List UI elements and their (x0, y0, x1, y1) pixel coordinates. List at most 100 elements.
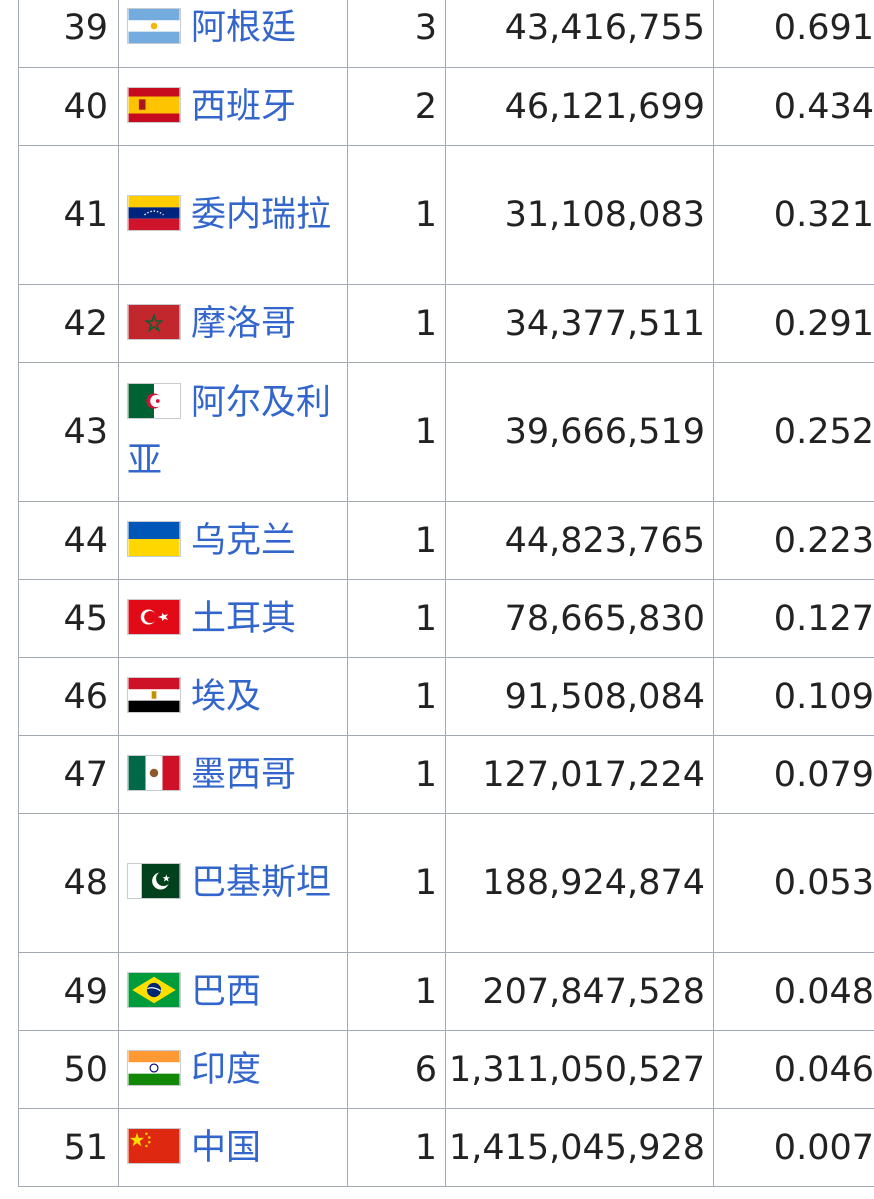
morocco-flag-icon (127, 303, 181, 340)
country-link[interactable]: 委内瑞拉 (191, 195, 332, 235)
country-link[interactable]: 巴西 (191, 971, 262, 1012)
country-cell: 阿尔及利亚 (118, 362, 348, 502)
ratio-cell: 0.223 (713, 501, 874, 580)
spain-flag-icon (127, 86, 181, 123)
rank-cell: 40 (18, 67, 119, 146)
count-cell: 3 (347, 0, 446, 68)
country-cell: 墨西哥 (118, 735, 348, 814)
country-cell: 西班牙 (118, 67, 348, 146)
table-row: 47 墨西哥 1 127,017,224 0.079 (18, 735, 874, 814)
rank-cell: 49 (18, 952, 119, 1031)
country-link[interactable]: 墨西哥 (191, 754, 297, 795)
country-cell: 乌克兰 (118, 501, 348, 580)
rank-cell: 44 (18, 501, 119, 580)
ratio-cell: 0.079 (713, 735, 874, 814)
algeria-flag-icon (127, 383, 181, 419)
country-link[interactable]: 中国 (191, 1127, 262, 1168)
china-flag-icon (127, 1127, 181, 1164)
count-cell: 1 (347, 145, 446, 285)
rank-cell: 41 (18, 145, 119, 285)
india-flag-icon (127, 1049, 181, 1086)
rank-cell: 45 (18, 579, 119, 658)
country-link[interactable]: 乌克兰 (191, 520, 297, 561)
argentina-flag-icon (127, 8, 181, 44)
rank-cell: 46 (18, 657, 119, 736)
rank-cell: 48 (18, 813, 119, 953)
country-cell: 埃及 (118, 657, 348, 736)
egypt-flag-icon (127, 676, 181, 713)
table-row: 42 摩洛哥 1 34,377,511 0.291 (18, 284, 874, 363)
population-cell: 1,415,045,928 (445, 1108, 714, 1187)
population-cell: 39,666,519 (445, 362, 714, 502)
rank-cell: 51 (18, 1108, 119, 1187)
venezuela-flag-icon (127, 195, 181, 231)
ukraine-flag-icon (127, 520, 181, 557)
country-cell: 印度 (118, 1030, 348, 1109)
rank-cell: 50 (18, 1030, 119, 1109)
count-cell: 1 (347, 284, 446, 363)
population-cell: 188,924,874 (445, 813, 714, 953)
table-row: 39 阿根廷 3 43,416,755 0.691 (18, 0, 874, 68)
country-cell: 巴基斯坦 (118, 813, 348, 953)
count-cell: 2 (347, 67, 446, 146)
population-cell: 1,311,050,527 (445, 1030, 714, 1109)
table-row: 48 巴基斯坦 1 188,924,874 0.053 (18, 813, 874, 953)
ratio-cell: 0.291 (713, 284, 874, 363)
country-cell: 巴西 (118, 952, 348, 1031)
count-cell: 1 (347, 579, 446, 658)
turkey-flag-icon (127, 598, 181, 635)
country-link[interactable]: 印度 (191, 1049, 262, 1090)
ratio-cell: 0.048 (713, 952, 874, 1031)
population-cell: 207,847,528 (445, 952, 714, 1031)
count-cell: 1 (347, 501, 446, 580)
population-cell: 46,121,699 (445, 67, 714, 146)
ratio-cell: 0.321 (713, 145, 874, 285)
country-cell: 土耳其 (118, 579, 348, 658)
count-cell: 1 (347, 657, 446, 736)
count-cell: 1 (347, 735, 446, 814)
ratio-cell: 0.109 (713, 657, 874, 736)
rank-cell: 39 (18, 0, 119, 68)
population-cell: 91,508,084 (445, 657, 714, 736)
table-row: 40 西班牙 2 46,121,699 0.434 (18, 67, 874, 146)
country-link[interactable]: 土耳其 (191, 598, 297, 639)
table-row: 43 阿尔及利亚 1 39,666,519 0.252 (18, 362, 874, 502)
ratio-cell: 0.127 (713, 579, 874, 658)
country-cell: 中国 (118, 1108, 348, 1187)
ratio-cell: 0.434 (713, 67, 874, 146)
country-link[interactable]: 西班牙 (191, 86, 297, 127)
country-link[interactable]: 巴基斯坦 (191, 863, 332, 903)
population-cell: 78,665,830 (445, 579, 714, 658)
rank-cell: 42 (18, 284, 119, 363)
table-row: 46 埃及 1 91,508,084 0.109 (18, 657, 874, 736)
pakistan-flag-icon (127, 863, 181, 899)
population-cell: 44,823,765 (445, 501, 714, 580)
table-row: 51 中国 1 1,415,045,928 0.007 (18, 1108, 874, 1187)
country-link[interactable]: 摩洛哥 (191, 303, 297, 344)
ratio-cell: 0.252 (713, 362, 874, 502)
mexico-flag-icon (127, 754, 181, 791)
ratio-cell: 0.046 (713, 1030, 874, 1109)
table-row: 44 乌克兰 1 44,823,765 0.223 (18, 501, 874, 580)
population-cell: 31,108,083 (445, 145, 714, 285)
rank-cell: 43 (18, 362, 119, 502)
country-cell: 阿根廷 (118, 0, 348, 68)
table-row: 45 土耳其 1 78,665,830 0.127 (18, 579, 874, 658)
country-link[interactable]: 阿尔及利亚 (127, 383, 332, 481)
rank-cell: 47 (18, 735, 119, 814)
count-cell: 6 (347, 1030, 446, 1109)
country-link[interactable]: 埃及 (191, 676, 262, 717)
ratio-cell: 0.007 (713, 1108, 874, 1187)
count-cell: 1 (347, 1108, 446, 1187)
count-cell: 1 (347, 952, 446, 1031)
ratio-cell: 0.053 (713, 813, 874, 953)
country-link[interactable]: 阿根廷 (191, 8, 297, 48)
count-cell: 1 (347, 362, 446, 502)
table-row: 50 印度 6 1,311,050,527 0.046 (18, 1030, 874, 1109)
population-cell: 43,416,755 (445, 0, 714, 68)
population-cell: 127,017,224 (445, 735, 714, 814)
table-row: 49 巴西 1 207,847,528 0.048 (18, 952, 874, 1031)
country-cell: 委内瑞拉 (118, 145, 348, 285)
ratio-cell: 0.691 (713, 0, 874, 68)
ranking-table: 39 阿根廷 3 43,416,755 0.691 40 西班牙 2 46,12… (18, 0, 874, 1187)
